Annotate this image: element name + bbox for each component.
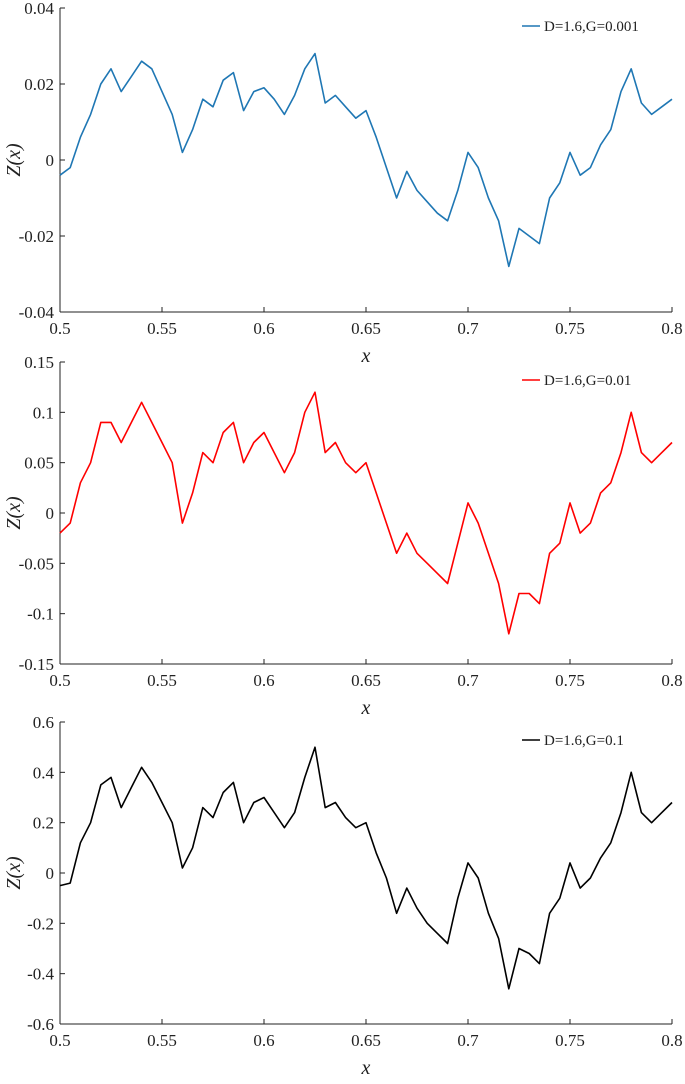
y-tick-label: -0.4 bbox=[27, 965, 54, 984]
x-tick-label: 0.55 bbox=[147, 319, 177, 338]
y-tick-label: 0.1 bbox=[33, 403, 54, 422]
y-tick-label: -0.05 bbox=[19, 554, 54, 573]
x-tick-label: 0.5 bbox=[49, 671, 70, 690]
x-tick-label: 0.7 bbox=[457, 319, 479, 338]
x-tick-label: 0.55 bbox=[147, 671, 177, 690]
legend-label: D=1.6,G=0.01 bbox=[544, 373, 631, 389]
chart-panel-3: 0.5 0.55 0.6 0.65 0.7 0.75 0.8 0.6 0.4 0.2 0 -0.2 -0… bbox=[3, 713, 683, 1079]
x-tick-label: 0.6 bbox=[253, 319, 274, 338]
x-tick-label: 0.6 bbox=[253, 671, 274, 690]
x-tick-label: 0.55 bbox=[147, 1031, 177, 1050]
x-axis-label: x bbox=[361, 1057, 371, 1079]
y-tick-label: 0 bbox=[46, 151, 55, 170]
y-tick-label: -0.6 bbox=[27, 1015, 54, 1034]
y-tick-label: 0.04 bbox=[24, 0, 54, 18]
y-tick-label: 0.05 bbox=[24, 454, 54, 473]
y-tick-label: -0.1 bbox=[27, 605, 54, 624]
chart-panel-1: 0.5 0.55 0.6 0.65 0.7 0.75 0.8 0.04 0.02 0 -0.02 -0… bbox=[3, 0, 683, 367]
y-axis-label: Z(x) bbox=[3, 856, 25, 890]
x-tick-label: 0.65 bbox=[351, 1031, 381, 1050]
y-tick-label: -0.15 bbox=[19, 655, 54, 674]
x-tick-label: 0.75 bbox=[555, 671, 585, 690]
x-tick-label: 0.5 bbox=[49, 319, 70, 338]
y-tick-label: 0 bbox=[46, 504, 55, 523]
x-axis-label: x bbox=[361, 697, 371, 719]
x-tick-label: 0.65 bbox=[351, 319, 381, 338]
series-line-1 bbox=[59, 746, 673, 990]
legend-label: D=1.6,G=0.001 bbox=[544, 19, 639, 35]
legend-label: D=1.6,G=0.1 bbox=[544, 733, 624, 749]
x-tick-label: 0.75 bbox=[555, 1031, 585, 1050]
x-tick-label: 0.8 bbox=[661, 319, 682, 338]
x-tick-label: 0.75 bbox=[555, 319, 585, 338]
x-axis-label: x bbox=[361, 345, 371, 367]
x-tick-label: 0.65 bbox=[351, 671, 381, 690]
y-tick-label: 0.15 bbox=[24, 353, 54, 372]
y-tick-label: 0 bbox=[46, 864, 55, 883]
series-line-1 bbox=[59, 391, 673, 635]
x-tick-label: 0.5 bbox=[49, 1031, 70, 1050]
x-tick-label: 0.7 bbox=[457, 671, 479, 690]
y-axis-label: Z(x) bbox=[3, 143, 25, 177]
y-tick-label: 0.4 bbox=[33, 763, 55, 782]
y-tick-label: -0.02 bbox=[19, 227, 54, 246]
chart-panel-2: 0.5 0.55 0.6 0.65 0.7 0.75 0.8 0.15 0.1 0.05 0 -0.0… bbox=[3, 353, 683, 719]
x-tick-label: 0.7 bbox=[457, 1031, 479, 1050]
y-tick-label: 0.02 bbox=[24, 75, 54, 94]
y-axis-label: Z(x) bbox=[3, 496, 25, 530]
y-tick-label: -0.04 bbox=[19, 303, 55, 322]
series-line-1 bbox=[59, 52, 673, 268]
y-tick-label: -0.2 bbox=[27, 914, 54, 933]
x-tick-label: 0.6 bbox=[253, 1031, 274, 1050]
x-tick-label: 0.8 bbox=[661, 1031, 682, 1050]
y-tick-label: 0.6 bbox=[33, 713, 54, 732]
y-tick-label: 0.2 bbox=[33, 814, 54, 833]
x-tick-label: 0.8 bbox=[661, 671, 682, 690]
